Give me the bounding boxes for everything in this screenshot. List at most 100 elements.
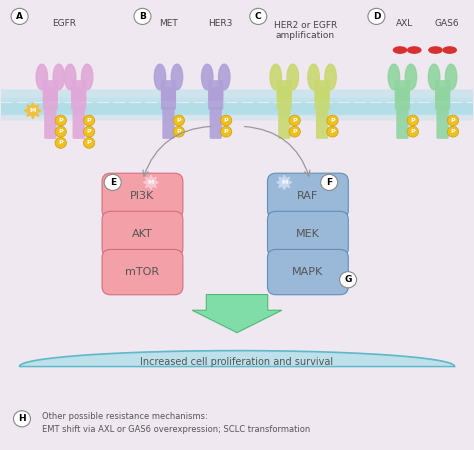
- Text: M: M: [281, 180, 287, 185]
- Text: P: P: [176, 129, 181, 134]
- Text: M: M: [148, 180, 154, 185]
- FancyBboxPatch shape: [102, 212, 183, 256]
- FancyBboxPatch shape: [73, 107, 85, 139]
- Text: RAF: RAF: [297, 191, 319, 201]
- Ellipse shape: [219, 64, 230, 90]
- Polygon shape: [24, 103, 41, 119]
- FancyBboxPatch shape: [435, 80, 450, 101]
- Ellipse shape: [429, 47, 442, 53]
- Ellipse shape: [64, 64, 76, 90]
- Ellipse shape: [405, 64, 417, 90]
- Circle shape: [55, 126, 66, 137]
- Circle shape: [13, 411, 30, 427]
- Circle shape: [447, 126, 459, 137]
- FancyBboxPatch shape: [315, 87, 329, 110]
- FancyBboxPatch shape: [435, 87, 450, 110]
- FancyBboxPatch shape: [267, 249, 348, 295]
- Text: P: P: [330, 118, 335, 123]
- FancyBboxPatch shape: [208, 87, 223, 110]
- Ellipse shape: [201, 64, 213, 90]
- Circle shape: [83, 126, 95, 137]
- Ellipse shape: [308, 64, 319, 90]
- Circle shape: [220, 115, 232, 126]
- Circle shape: [327, 126, 338, 137]
- Circle shape: [104, 174, 121, 190]
- FancyBboxPatch shape: [0, 89, 474, 114]
- Circle shape: [173, 126, 184, 137]
- Ellipse shape: [154, 64, 166, 90]
- Text: P: P: [87, 118, 91, 123]
- Text: MET: MET: [159, 18, 178, 27]
- Circle shape: [55, 115, 66, 126]
- Text: mTOR: mTOR: [126, 267, 160, 277]
- FancyBboxPatch shape: [102, 173, 183, 219]
- Ellipse shape: [82, 64, 93, 90]
- Polygon shape: [277, 175, 292, 189]
- FancyBboxPatch shape: [277, 87, 292, 110]
- FancyBboxPatch shape: [277, 80, 292, 101]
- Text: GAS6: GAS6: [435, 18, 460, 27]
- Ellipse shape: [446, 64, 457, 90]
- Text: Other possible resistance mechanisms:
EMT shift via AXL or GAS6 overexpression; : Other possible resistance mechanisms: EM…: [42, 412, 310, 433]
- Text: C: C: [255, 12, 262, 21]
- FancyBboxPatch shape: [0, 103, 474, 115]
- FancyBboxPatch shape: [278, 107, 291, 139]
- FancyBboxPatch shape: [208, 80, 223, 101]
- Text: P: P: [330, 129, 335, 134]
- Text: D: D: [373, 12, 380, 21]
- FancyArrow shape: [192, 295, 282, 333]
- FancyBboxPatch shape: [44, 107, 56, 139]
- Text: P: P: [176, 118, 181, 123]
- Circle shape: [55, 138, 66, 148]
- Circle shape: [339, 272, 356, 288]
- Ellipse shape: [171, 64, 182, 90]
- FancyBboxPatch shape: [395, 87, 410, 110]
- Text: P: P: [451, 118, 456, 123]
- Circle shape: [83, 115, 95, 126]
- Ellipse shape: [388, 64, 400, 90]
- Ellipse shape: [443, 47, 456, 53]
- FancyBboxPatch shape: [396, 107, 409, 139]
- Circle shape: [134, 8, 151, 24]
- Text: M: M: [30, 108, 36, 113]
- Circle shape: [327, 115, 338, 126]
- Text: P: P: [224, 118, 228, 123]
- Text: MAPK: MAPK: [292, 267, 324, 277]
- Text: B: B: [139, 12, 146, 21]
- Circle shape: [447, 115, 459, 126]
- FancyBboxPatch shape: [162, 107, 174, 139]
- Text: MEK: MEK: [296, 229, 320, 239]
- Circle shape: [250, 8, 267, 24]
- Text: P: P: [292, 118, 297, 123]
- Text: P: P: [224, 129, 228, 134]
- Ellipse shape: [428, 64, 440, 90]
- Circle shape: [289, 126, 301, 137]
- Text: P: P: [292, 129, 297, 134]
- Text: P: P: [58, 129, 63, 134]
- Text: P: P: [87, 140, 91, 145]
- Circle shape: [368, 8, 385, 24]
- Circle shape: [407, 126, 419, 137]
- Ellipse shape: [393, 47, 407, 53]
- Text: P: P: [58, 118, 63, 123]
- Text: G: G: [345, 275, 352, 284]
- FancyBboxPatch shape: [102, 249, 183, 295]
- Circle shape: [220, 126, 232, 137]
- FancyBboxPatch shape: [437, 107, 449, 139]
- Text: HER2 or EGFR
amplification: HER2 or EGFR amplification: [274, 21, 337, 40]
- Text: AXL: AXL: [396, 18, 413, 27]
- Circle shape: [320, 174, 337, 190]
- Text: HER3: HER3: [208, 18, 233, 27]
- Circle shape: [11, 8, 28, 24]
- FancyBboxPatch shape: [71, 80, 86, 101]
- FancyBboxPatch shape: [267, 173, 348, 219]
- Ellipse shape: [53, 64, 64, 90]
- Text: H: H: [18, 414, 26, 423]
- FancyBboxPatch shape: [43, 87, 58, 110]
- Ellipse shape: [36, 64, 47, 90]
- FancyBboxPatch shape: [71, 87, 86, 110]
- FancyBboxPatch shape: [161, 87, 176, 110]
- Text: P: P: [58, 140, 63, 145]
- FancyBboxPatch shape: [316, 107, 328, 139]
- FancyBboxPatch shape: [0, 98, 474, 110]
